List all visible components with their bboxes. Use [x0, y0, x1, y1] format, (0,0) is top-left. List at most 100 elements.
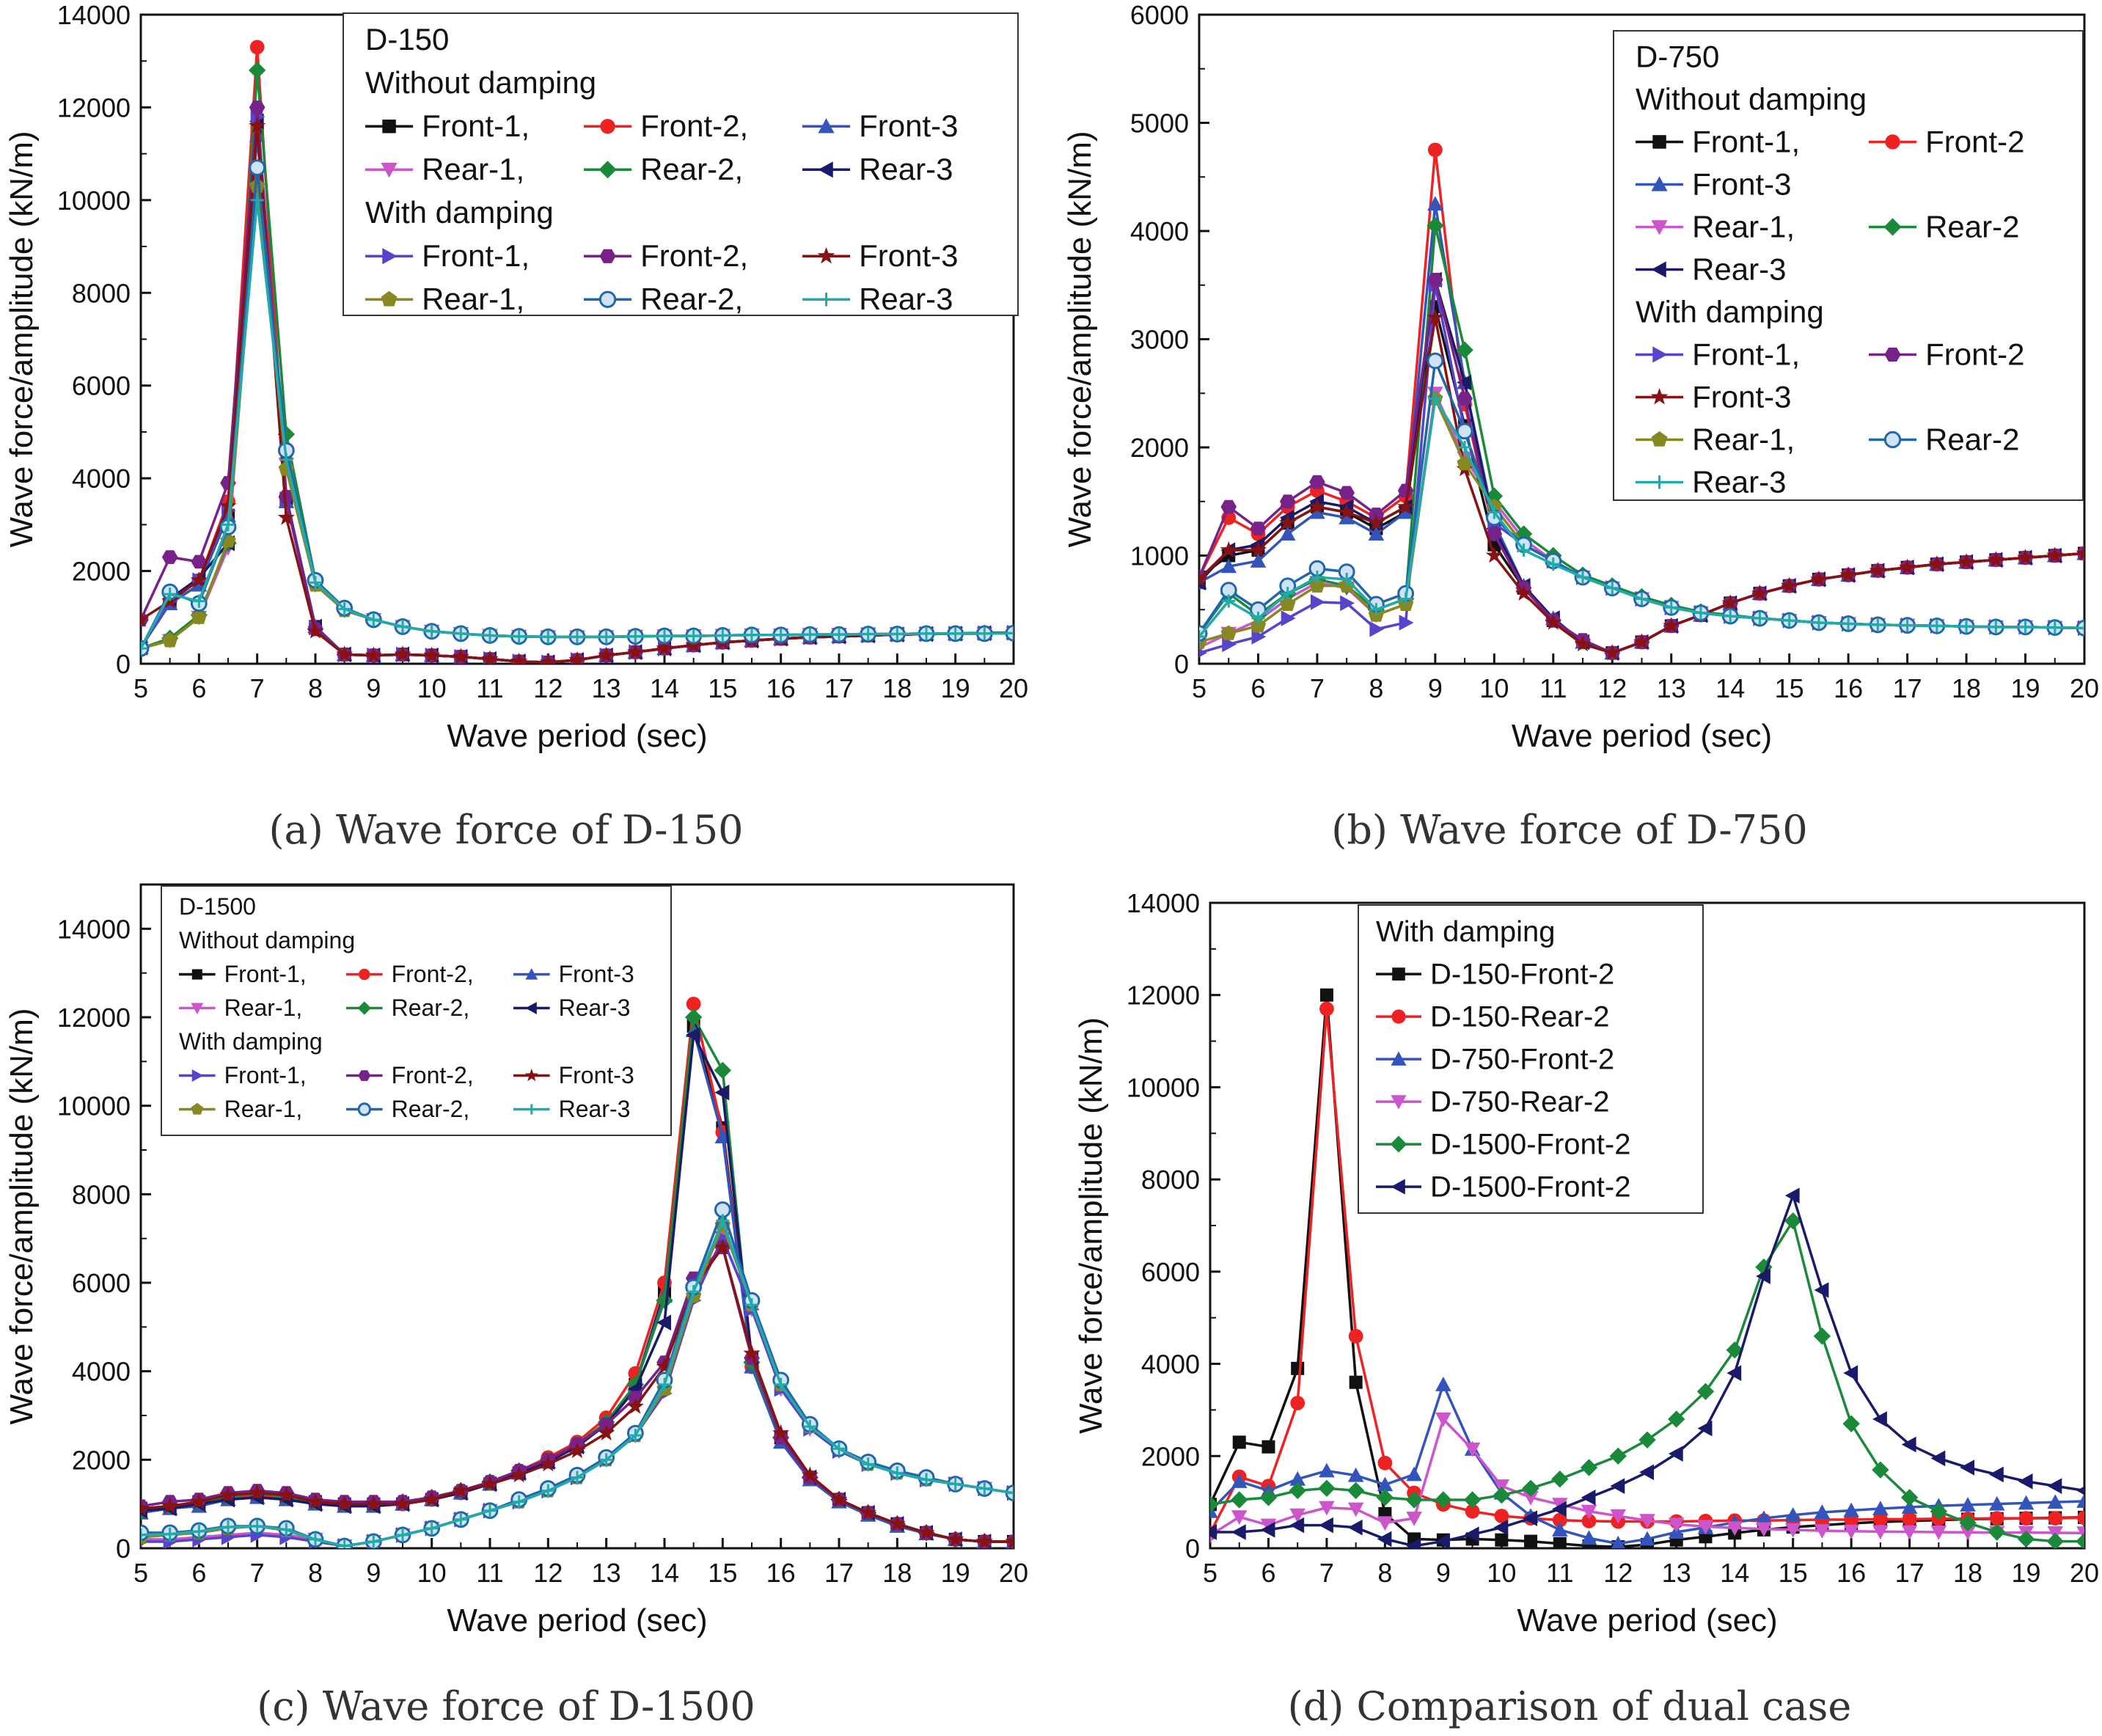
- chart-panel-b: 5 6 7 8 9 10 11 12 13 14 15 16 17 18 19 20 0 1000 2000 3000…: [1062, 0, 2099, 754]
- data-point: [1784, 1187, 1800, 1204]
- data-point: [1724, 609, 1737, 623]
- x-tick-label: 9: [1436, 1558, 1451, 1588]
- series-front-3: [1199, 308, 2084, 661]
- data-point: [163, 1527, 177, 1541]
- data-point: [1005, 1532, 1014, 1548]
- data-point: [890, 1466, 904, 1480]
- data-point: [1456, 341, 1473, 359]
- data-point: [1220, 625, 1237, 640]
- legend-item: Rear-1,: [179, 995, 302, 1021]
- x-tick-label: 13: [592, 673, 621, 703]
- data-point: [1308, 497, 1326, 514]
- x-tick-label: 11: [1546, 1558, 1573, 1588]
- legend-marker: [818, 161, 833, 178]
- legend-label: Front-3: [859, 238, 958, 273]
- data-point: [249, 117, 266, 133]
- data-point: [1458, 441, 1472, 454]
- data-point: [1871, 618, 1885, 631]
- data-point: [1668, 1446, 1683, 1462]
- x-tick-label: 7: [1310, 673, 1325, 703]
- legend-marker: [1652, 475, 1666, 489]
- x-tick-label: 16: [766, 673, 796, 703]
- legend-title: D-1500: [179, 893, 256, 920]
- data-point: [1347, 1502, 1364, 1517]
- data-point: [1260, 1522, 1275, 1538]
- data-point: [1581, 1490, 1596, 1506]
- data-point: [1605, 581, 1619, 595]
- x-tick-label: 11: [476, 1558, 503, 1588]
- x-tick-label: 15: [1779, 1558, 1808, 1588]
- data-point: [1576, 571, 1590, 584]
- legend-marker: [1652, 135, 1666, 149]
- data-point: [599, 630, 613, 644]
- data-point: [1784, 1212, 1802, 1230]
- data-point: [337, 602, 351, 616]
- data-point: [1279, 514, 1297, 531]
- legend-marker: [1391, 1095, 1407, 1110]
- data-point: [1435, 1533, 1450, 1548]
- data-point: [454, 1512, 468, 1526]
- x-tick-label: 5: [133, 1558, 148, 1588]
- legend-marker: [524, 1069, 538, 1082]
- legend-label: Rear-1,: [224, 995, 303, 1021]
- data-point: [141, 610, 150, 627]
- legend-item: Rear-2: [1869, 209, 2019, 243]
- data-point: [890, 627, 904, 641]
- data-point: [1581, 1514, 1597, 1528]
- data-point: [1581, 1504, 1597, 1520]
- x-tick-label: 15: [1775, 673, 1804, 703]
- data-point: [743, 1344, 761, 1361]
- data-point: [1291, 1361, 1305, 1375]
- data-point: [1523, 1490, 1539, 1506]
- data-point: [141, 642, 147, 656]
- data-point: [454, 626, 468, 640]
- data-point: [2018, 1495, 2035, 1510]
- legend-group-heading: Without damping: [179, 927, 355, 953]
- legend-item: D-1500-Front-2: [1376, 1171, 1630, 1203]
- data-point: [1930, 1450, 1946, 1467]
- data-point: [1435, 1377, 1451, 1391]
- legend: With damping D-150-Front-2 D-150-Rear-2 D-7…: [1358, 904, 1704, 1214]
- legend-marker: [598, 290, 617, 308]
- x-axis-title: Wave period (sec): [447, 718, 707, 754]
- data-point: [2018, 620, 2032, 634]
- data-point: [1639, 1514, 1655, 1529]
- legend-item: Rear-2: [1869, 422, 2019, 456]
- series-rear-1: [141, 1231, 1014, 1548]
- data-point: [190, 1493, 208, 1509]
- data-point: [1007, 1486, 1014, 1500]
- y-tick-label: 8000: [72, 1179, 131, 1209]
- data-point: [571, 630, 584, 644]
- data-point: [191, 554, 208, 569]
- data-point: [1930, 1503, 1948, 1520]
- data-point: [1989, 620, 2003, 634]
- y-tick-label: 10000: [1127, 1072, 1200, 1102]
- data-point: [1319, 1462, 1335, 1478]
- data-point: [1843, 1365, 1859, 1381]
- x-tick-label: 11: [476, 673, 503, 703]
- legend: D-150 Without damping Front-1, Front-2, Fron…: [343, 12, 1019, 316]
- x-tick-label: 14: [650, 673, 679, 703]
- legend-label: Rear-1,: [422, 282, 524, 316]
- data-point: [1814, 1524, 1831, 1539]
- data-point: [1199, 630, 1206, 644]
- data-point: [832, 1442, 846, 1456]
- data-point: [1485, 546, 1503, 563]
- legend-label: Rear-1,: [224, 1096, 303, 1122]
- x-tick-label: 19: [2012, 1558, 2041, 1588]
- legend-item: Front-3: [513, 1062, 634, 1088]
- data-point: [1369, 603, 1383, 617]
- data-point: [219, 497, 237, 513]
- x-axis-title: Wave period (sec): [1517, 1603, 1777, 1638]
- data-point: [1813, 1327, 1831, 1345]
- data-point: [1901, 1436, 1916, 1453]
- legend-item: Front-2,: [584, 109, 748, 143]
- data-point: [1784, 1523, 1801, 1538]
- data-point: [1319, 1517, 1333, 1534]
- data-point: [1960, 1526, 1976, 1541]
- chart-panel-c: 5 6 7 8 9 10 11 12 13 14 15 16 17 18 19 20 0 2000 4000 6000…: [4, 883, 1028, 1638]
- x-tick-label: 10: [1479, 673, 1509, 703]
- x-tick-label: 8: [308, 1558, 323, 1588]
- data-point: [2016, 549, 2035, 565]
